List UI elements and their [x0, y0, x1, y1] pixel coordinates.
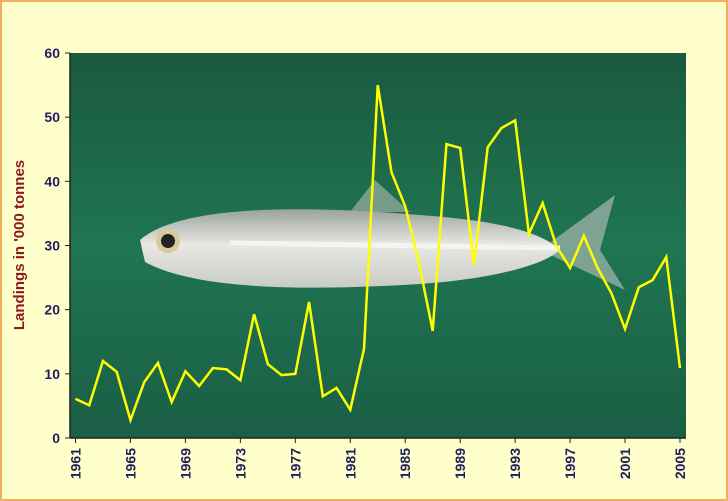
y-tick-label: 40	[44, 173, 60, 189]
x-tick-label: 1997	[562, 448, 578, 479]
x-tick-label: 1965	[122, 448, 138, 479]
x-tick-label: 1985	[397, 448, 413, 479]
data-line	[74, 84, 682, 425]
y-tick-label: 0	[52, 430, 60, 446]
x-tick-label: 1969	[177, 448, 193, 479]
y-tick-label: 10	[44, 366, 60, 382]
y-tick-label: 50	[44, 109, 60, 125]
x-tick-label: 1973	[232, 448, 248, 479]
x-tick-label: 1977	[287, 448, 303, 479]
y-tick-label: 60	[44, 45, 60, 61]
x-tick-label: 1989	[452, 448, 468, 479]
x-tick-label: 1993	[507, 448, 523, 479]
x-tick-label: 1961	[67, 448, 83, 479]
y-axis-label: Landings in '000 tonnes	[11, 160, 28, 330]
x-tick-label: 2005	[672, 448, 688, 479]
y-tick-label: 30	[44, 238, 60, 254]
fish-image	[140, 180, 625, 290]
y-tick-label: 20	[44, 302, 60, 318]
x-tick-label: 1981	[342, 448, 358, 479]
x-tick-label: 2001	[617, 448, 633, 479]
